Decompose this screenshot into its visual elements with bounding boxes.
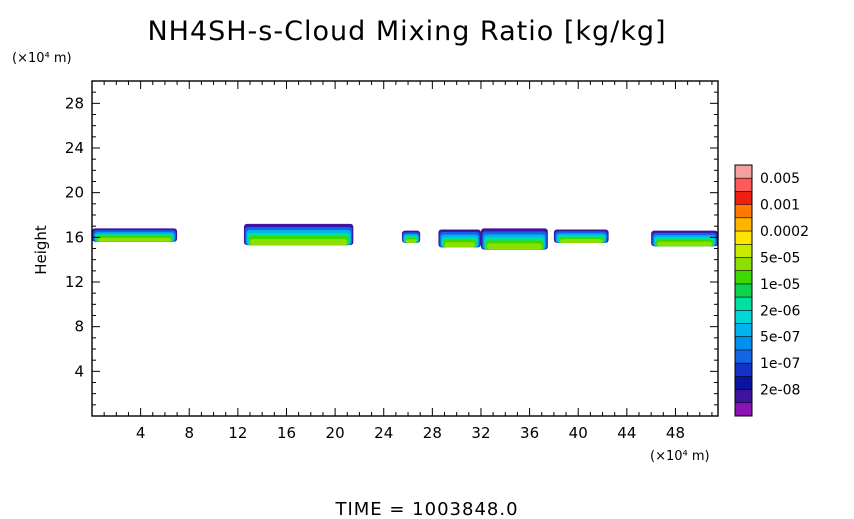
colorbar-swatch	[735, 217, 752, 232]
colorbar-swatch	[735, 310, 752, 324]
cloud-segment	[651, 230, 718, 247]
colorbar-label: 5e-05	[760, 250, 800, 266]
y-tick-label: 28	[65, 94, 84, 112]
colorbar-label: 2e-08	[760, 383, 800, 399]
y-tick-label: 12	[65, 273, 84, 291]
cloud-band	[249, 238, 348, 246]
cloud-segment	[243, 223, 354, 246]
cloud-band	[559, 239, 603, 243]
cloud-segment	[401, 230, 421, 243]
colorbar-swatch	[735, 349, 752, 364]
colorbar-swatch	[735, 283, 752, 298]
x-tick-label: 20	[326, 424, 345, 442]
x-tick-label: 44	[617, 424, 636, 442]
y-tick-label: 8	[74, 318, 84, 336]
cloud-segment	[480, 228, 548, 250]
colorbar-label: 5e-07	[760, 330, 800, 346]
cloud-band	[486, 243, 542, 250]
colorbar-swatch	[735, 402, 752, 417]
cloud-segment	[438, 229, 481, 248]
colorbar-label: 0.0002	[760, 224, 809, 240]
colorbar-swatch	[735, 376, 752, 390]
cloud-band	[405, 239, 417, 243]
colorbar-swatch	[735, 336, 752, 351]
cloud-layer	[92, 223, 718, 250]
colorbar-label: 1e-05	[760, 277, 800, 293]
x-tick-label: 16	[277, 424, 296, 442]
colorbar-swatch	[735, 257, 752, 271]
colorbar-swatch	[735, 389, 752, 404]
colorbar-swatch	[735, 323, 752, 338]
cloud-band	[444, 242, 475, 248]
x-tick-label: 24	[374, 424, 393, 442]
colorbar-swatch	[735, 178, 752, 192]
cloud-band	[657, 241, 712, 247]
x-tick-label: 28	[423, 424, 442, 442]
colorbar-swatch	[735, 231, 752, 245]
y-tick-label: 4	[74, 362, 84, 380]
time-label: TIME = 1003848.0	[334, 499, 518, 519]
x-tick-label: 40	[569, 424, 588, 442]
plot-frame	[91, 80, 719, 417]
colorbar-swatch	[735, 297, 752, 311]
colorbar-swatch	[735, 191, 752, 205]
colorbar-frame	[734, 164, 753, 417]
chart-title: NH4SH-s-Cloud Mixing Ratio [kg/kg]	[147, 16, 666, 47]
y-axis-label: Height	[32, 225, 50, 275]
colorbar-label: 0.001	[760, 198, 800, 214]
cloud-band	[98, 237, 172, 242]
x-tick-label: 12	[228, 424, 247, 442]
colorbar-swatch	[735, 363, 752, 377]
x-tick-label: 32	[471, 424, 490, 442]
x-tick-label: 48	[666, 424, 685, 442]
x-axis-unit: (×10⁴ m)	[650, 449, 710, 464]
colorbar-swatch	[735, 270, 752, 285]
colorbar-swatch	[735, 244, 752, 258]
colorbar-swatch	[735, 204, 752, 219]
colorbar-label: 2e-06	[760, 303, 800, 319]
colorbar: 0.005 0.001 0.0002 5e-05 1e-05 2e-06 5e-07 1e-0…	[734, 164, 809, 417]
colorbar-label: 1e-07	[760, 356, 800, 372]
x-tick-label: 36	[520, 424, 539, 442]
y-tick-label: 20	[65, 184, 84, 202]
colorbar-label: 0.005	[760, 171, 800, 187]
x-tick-label: 4	[136, 424, 146, 442]
x-tick-label: 8	[184, 424, 194, 442]
cloud-segment	[553, 229, 609, 243]
y-axis: 4 8 12 16 20 24 28	[65, 91, 718, 406]
y-tick-label: 24	[65, 139, 84, 157]
x-axis: 4 8 12 16 20 24 28 32 36 40 44 48	[103, 81, 713, 442]
cloud-segment	[92, 228, 178, 242]
y-tick-label: 16	[65, 228, 84, 246]
colorbar-swatch	[735, 165, 752, 179]
y-axis-unit: (×10⁴ m)	[12, 51, 72, 66]
